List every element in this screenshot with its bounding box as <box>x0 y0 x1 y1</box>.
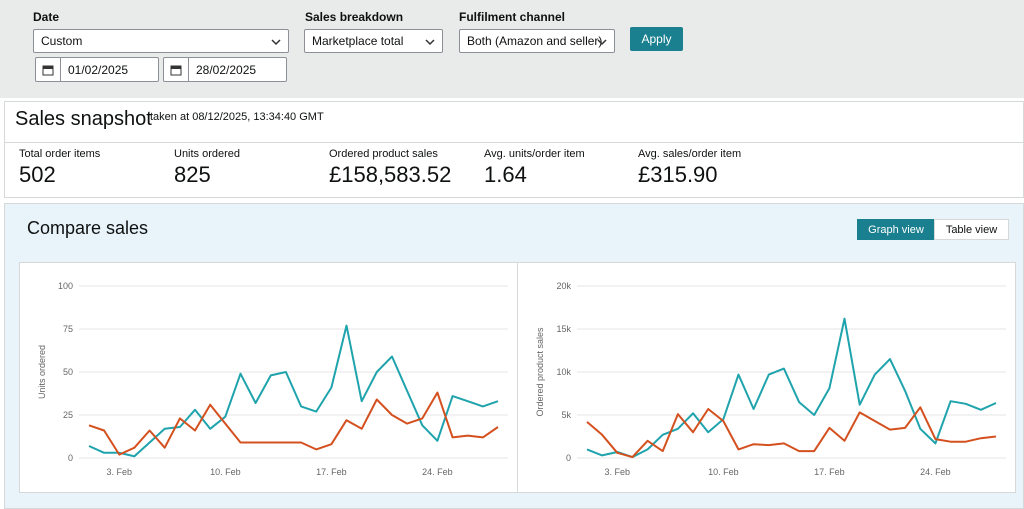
y-axis-label: Units ordered <box>37 345 47 399</box>
y-tick-label: 10k <box>556 367 571 377</box>
metric-label: Avg. units/order item <box>484 148 585 160</box>
y-tick-label: 0 <box>566 453 571 463</box>
date-select[interactable]: Custom <box>33 29 289 53</box>
x-tick-label: 24. Feb <box>422 467 453 477</box>
y-axis-label: Ordered product sales <box>535 327 545 417</box>
y-tick-label: 20k <box>556 281 571 291</box>
metric-value: 502 <box>19 162 56 187</box>
apply-button[interactable]: Apply <box>630 27 683 51</box>
x-tick-label: 17. Feb <box>316 467 347 477</box>
input-value: 28/02/2025 <box>196 62 257 77</box>
snapshot-timestamp: taken at 08/12/2025, 13:34:40 GMT <box>150 111 324 123</box>
graph-view-toggle[interactable]: Graph view <box>857 219 935 240</box>
end-date-input[interactable]: 28/02/2025 <box>163 57 287 82</box>
calendar-icon <box>36 58 61 81</box>
metric-value: 1.64 <box>484 162 527 187</box>
filter-label: Sales breakdown <box>305 10 404 24</box>
metric-label: Avg. sales/order item <box>638 148 742 160</box>
channel-select[interactable]: Both (Amazon and seller) <box>459 29 615 53</box>
select-value: Both (Amazon and seller) <box>467 34 603 48</box>
line-series <box>586 317 997 459</box>
y-tick-label: 75 <box>63 324 73 334</box>
metric-label: Units ordered <box>174 148 241 160</box>
y-tick-label: 5k <box>561 410 571 420</box>
line-series <box>88 391 499 456</box>
y-tick-label: 100 <box>58 281 73 291</box>
line-series <box>88 324 499 458</box>
metric-value: £315.90 <box>638 162 718 187</box>
line-series <box>586 406 997 459</box>
chevron <box>597 39 607 46</box>
y-tick-label: 25 <box>63 410 73 420</box>
chart-panel: 0 25 50 75 100 Units ordered 3. Feb 10. Feb 17. … <box>19 262 518 493</box>
start-date-input[interactable]: 01/02/2025 <box>35 57 159 82</box>
y-tick-label: 50 <box>63 367 73 377</box>
metric-value: £158,583.52 <box>329 162 452 187</box>
x-tick-label: 10. Feb <box>708 467 739 477</box>
breakdown-select[interactable]: Marketplace total <box>304 29 443 53</box>
snapshot-title: Sales snapshot <box>15 108 152 130</box>
chart: 0 5k 10k 15k 20k Ordered product sales 3. Feb 1… <box>535 281 1006 477</box>
x-tick-label: 24. Feb <box>920 467 951 477</box>
x-tick-label: 3. Feb <box>605 467 631 477</box>
chart-panel: 0 5k 10k 15k 20k Ordered product sales 3. Feb 1… <box>517 262 1016 493</box>
filter-label: Fulfilment channel <box>459 10 566 24</box>
x-tick-label: 10. Feb <box>210 467 241 477</box>
metric-label: Ordered product sales <box>329 148 438 160</box>
calendar-icon <box>164 58 189 81</box>
input-value: 01/02/2025 <box>68 62 129 77</box>
filter-label: Date <box>33 10 60 24</box>
compare-title: Compare sales <box>27 218 149 238</box>
select-value: Marketplace total <box>312 34 404 48</box>
metric-label: Total order items <box>19 148 101 160</box>
select-value: Custom <box>41 34 83 48</box>
metric-value: 825 <box>174 162 211 187</box>
chevron <box>271 39 281 46</box>
x-tick-label: 17. Feb <box>814 467 845 477</box>
chart: 0 25 50 75 100 Units ordered 3. Feb 10. Feb 17. … <box>37 281 508 477</box>
y-tick-label: 15k <box>556 324 571 334</box>
x-tick-label: 3. Feb <box>107 467 133 477</box>
y-tick-label: 0 <box>68 453 73 463</box>
chevron <box>425 39 435 46</box>
divider <box>5 142 1023 143</box>
table-view-toggle[interactable]: Table view <box>934 219 1009 240</box>
